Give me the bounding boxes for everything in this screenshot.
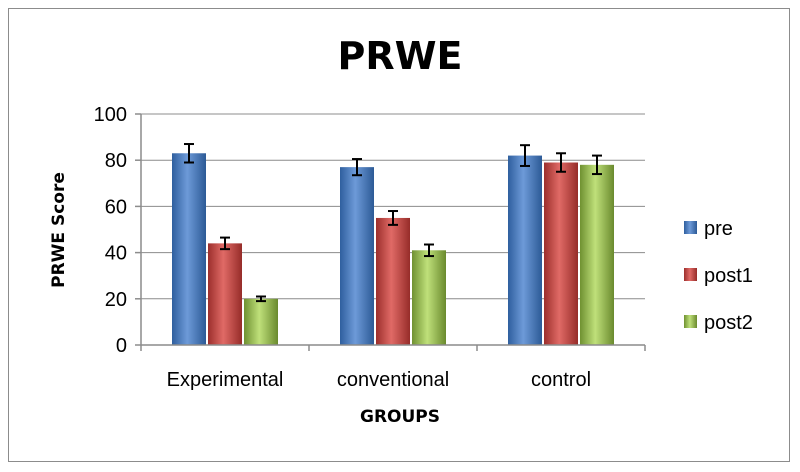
bar-post1 — [208, 243, 242, 345]
error-bars-group — [184, 143, 602, 303]
x-category-labels: Experimental conventional control — [167, 369, 591, 391]
error-bar — [556, 152, 566, 173]
legend-label: post2 — [704, 312, 753, 334]
error-bar — [388, 210, 398, 226]
bar-pre — [508, 155, 542, 345]
legend-label: pre — [704, 218, 733, 240]
chart-title: PRWE — [338, 34, 463, 78]
x-category-label: Experimental — [167, 369, 284, 391]
bar-post2 — [244, 298, 278, 345]
bar-post2 — [412, 250, 446, 345]
y-tick-label: 80 — [105, 150, 127, 172]
bars-group — [172, 153, 614, 345]
bar-post1 — [376, 217, 410, 345]
x-category-label: control — [531, 369, 591, 391]
legend-label: post1 — [704, 265, 753, 287]
bar-pre — [172, 153, 206, 345]
error-bar — [220, 236, 230, 251]
error-bar — [184, 143, 194, 164]
bar-pre — [340, 167, 374, 345]
bar-post1 — [544, 162, 578, 345]
legend-swatch-post1 — [684, 268, 697, 281]
legend-swatch-post2 — [684, 315, 697, 328]
y-tick-label: 40 — [105, 243, 127, 265]
error-bar — [520, 144, 530, 167]
error-bar — [592, 154, 602, 176]
error-bar — [256, 295, 266, 303]
error-bar — [352, 158, 362, 177]
y-axis-title: PRWE Score — [49, 172, 69, 288]
error-bar — [424, 243, 434, 258]
y-tick-label: 100 — [94, 104, 127, 126]
y-tick-label: 60 — [105, 196, 127, 218]
x-axis-title: GROUPS — [360, 407, 440, 427]
y-tick-label: 0 — [116, 335, 127, 357]
legend-swatch-pre — [684, 221, 697, 234]
y-tick-label: 20 — [105, 289, 127, 311]
y-tick-labels: 0 20 40 60 80 100 — [94, 104, 127, 357]
legend: pre post1 post2 — [684, 218, 753, 334]
bar-post2 — [580, 164, 614, 345]
x-category-label: conventional — [337, 369, 449, 391]
